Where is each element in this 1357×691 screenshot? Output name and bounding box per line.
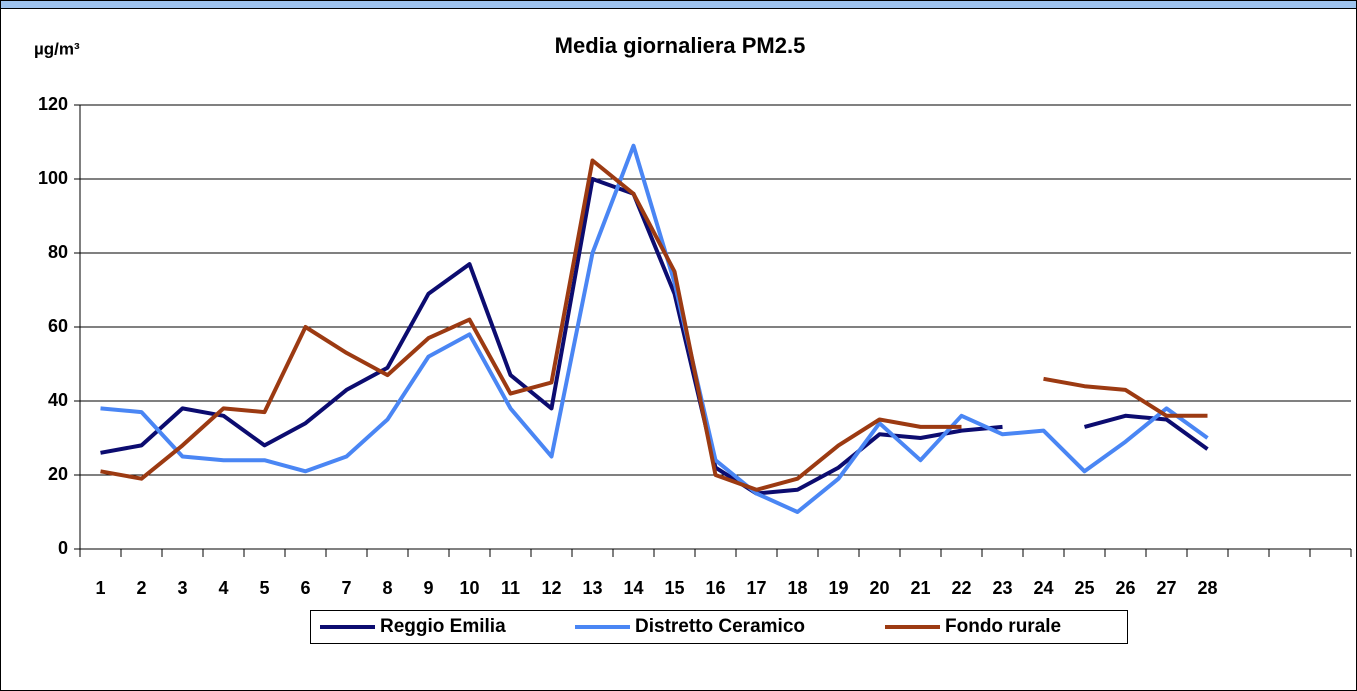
x-tick-label: 18 — [787, 578, 807, 598]
x-tick-label: 4 — [218, 578, 228, 598]
legend-label: Fondo rurale — [945, 616, 1061, 637]
x-tick-label: 16 — [705, 578, 725, 598]
chart-title: Media giornaliera PM2.5 — [555, 33, 806, 58]
x-tick-label: 15 — [664, 578, 684, 598]
x-tick-label: 8 — [382, 578, 392, 598]
x-tick-label: 23 — [992, 578, 1012, 598]
x-tick-label: 13 — [582, 578, 602, 598]
x-tick-label: 3 — [177, 578, 187, 598]
x-tick-label: 1 — [95, 578, 105, 598]
x-tick-label: 6 — [300, 578, 310, 598]
x-tick-label: 2 — [136, 578, 146, 598]
y-axis-label: µg/m³ — [34, 39, 80, 58]
legend-box — [310, 610, 1128, 644]
series-line — [100, 143, 1209, 514]
y-tick-label: 60 — [48, 316, 68, 336]
x-tick-label: 5 — [259, 578, 269, 598]
x-tick-label: 12 — [541, 578, 561, 598]
x-tick-label: 17 — [746, 578, 766, 598]
series-line — [100, 177, 1209, 496]
x-tick-label: 26 — [1115, 578, 1135, 598]
x-tick-label: 19 — [828, 578, 848, 598]
x-tick-label: 20 — [869, 578, 889, 598]
legend-label: Reggio Emilia — [380, 616, 506, 637]
series-line — [100, 158, 1208, 492]
x-tick-label: 10 — [459, 578, 479, 598]
x-tick-label: 14 — [623, 578, 643, 598]
x-tick-label: 9 — [423, 578, 433, 598]
x-tick-label: 11 — [501, 578, 520, 598]
y-tick-label: 0 — [58, 538, 68, 558]
y-tick-label: 100 — [38, 168, 68, 188]
y-tick-label: 80 — [48, 242, 68, 262]
x-tick-label: 27 — [1156, 578, 1176, 598]
y-tick-label: 120 — [38, 94, 68, 114]
legend-label: Distretto Ceramico — [635, 616, 805, 637]
x-tick-label: 21 — [910, 578, 930, 598]
x-tick-label: 22 — [951, 578, 971, 598]
y-tick-label: 20 — [48, 464, 68, 484]
x-tick-label: 25 — [1074, 578, 1094, 598]
y-tick-label: 40 — [48, 390, 68, 410]
x-tick-label: 24 — [1033, 578, 1053, 598]
header-bar — [0, 0, 1357, 9]
x-tick-label: 7 — [341, 578, 351, 598]
x-tick-label: 28 — [1197, 578, 1217, 598]
